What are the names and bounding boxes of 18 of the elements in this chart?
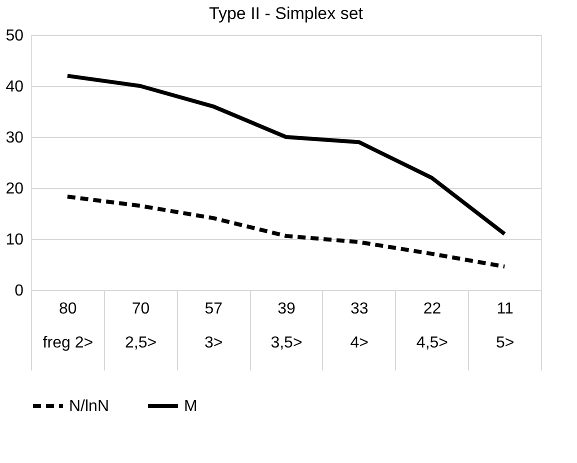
x-tick-label: 22 4,5>: [416, 300, 448, 352]
y-tick-label: 40: [6, 78, 24, 96]
legend-label: N/lnN: [69, 398, 110, 415]
y-tick-label: 20: [6, 180, 24, 198]
x-tick-label: 39 3,5>: [270, 300, 302, 352]
x-tick-label: 80 freg 2>: [42, 300, 94, 352]
y-tick-label: 10: [6, 232, 24, 248]
x-tick-label: 70 2,5>: [124, 300, 157, 352]
x-tick-label: 33 4>: [350, 300, 368, 352]
y-tick-label: 50: [6, 28, 24, 44]
x-tick-label: 11 5>: [496, 300, 514, 352]
line-series: [65, 194, 507, 269]
legend-label: M: [184, 398, 198, 415]
x-tick-label: 57 3>: [204, 300, 223, 352]
line-series: [65, 74, 507, 236]
y-tick-label: 0: [14, 282, 24, 300]
y-tick-label: 30: [6, 130, 24, 146]
chart-title: Type II - Simplex set: [209, 4, 364, 23]
